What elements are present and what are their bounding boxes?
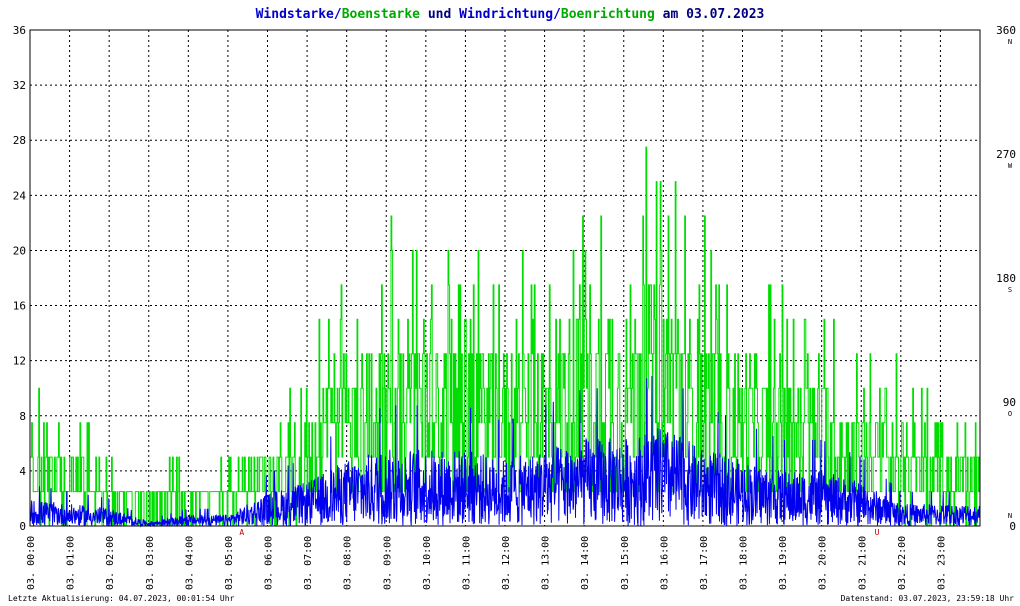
x-tick-label: 03. 01:00 xyxy=(66,536,77,590)
wind-line xyxy=(29,375,981,528)
y-tick-label: 24 xyxy=(13,189,27,202)
x-tick-label: 03. 04:00 xyxy=(184,536,195,590)
x-tick-label: 03. 21:00 xyxy=(857,536,868,590)
direction-cardinal-label: N xyxy=(1008,512,1012,520)
plot-frame xyxy=(29,29,981,527)
data-status-label: Datenstand: 03.07.2023, 23:59:18 Uhr xyxy=(841,594,1015,603)
x-tick-label: 03. 02:00 xyxy=(105,536,116,590)
y-tick-label: 12 xyxy=(13,355,26,368)
event-marker: U xyxy=(875,528,880,537)
y-tick-label: 32 xyxy=(13,79,26,92)
x-tick-label: 03. 17:00 xyxy=(699,536,710,590)
direction-cardinal-label: S xyxy=(1008,286,1012,294)
direction-cardinal-label: W xyxy=(1008,162,1013,170)
x-tick-label: 03. 05:00 xyxy=(224,536,235,590)
x-tick-label: 03. 12:00 xyxy=(501,536,512,590)
last-update-label: Letzte Aktualisierung: 04.07.2023, 00:01… xyxy=(8,594,235,603)
title-part: und xyxy=(420,7,459,22)
title-part: / xyxy=(553,7,561,22)
title-part: Windstarke xyxy=(256,7,334,22)
x-tick-label: 03. 19:00 xyxy=(778,536,789,590)
y-right-tick-label: 270 xyxy=(996,148,1016,161)
y-tick-label: 4 xyxy=(19,465,26,478)
x-tick-label: 03. 15:00 xyxy=(620,536,631,590)
x-tick-label: 03. 07:00 xyxy=(303,536,314,590)
x-tick-label: 03. 16:00 xyxy=(659,536,670,590)
x-tick-label: 03. 11:00 xyxy=(461,536,472,590)
y-tick-label: 20 xyxy=(13,244,26,257)
x-tick-label: 03. 00:00 xyxy=(26,536,37,590)
x-tick-label: 03. 09:00 xyxy=(382,536,393,590)
y-right-tick-label: 360 xyxy=(996,24,1016,37)
x-tick-label: 03. 20:00 xyxy=(818,536,829,590)
y-tick-label: 8 xyxy=(19,410,26,423)
x-tick-label: 03. 22:00 xyxy=(897,536,908,590)
x-tick-label: 03. 13:00 xyxy=(541,536,552,590)
title-part: Windrichtung xyxy=(459,7,553,22)
x-tick-label: 03. 10:00 xyxy=(422,536,433,590)
direction-cardinal-label: O xyxy=(1008,410,1012,418)
y-tick-label: 16 xyxy=(13,300,26,313)
title-part: am 03.07.2023 xyxy=(655,7,765,22)
y-right-tick-label: 90 xyxy=(1003,396,1016,409)
title-part: / xyxy=(334,7,342,22)
x-tick-label: 03. 06:00 xyxy=(264,536,275,590)
chart-title: Windstarke/Boenstarke und Windrichtung/B… xyxy=(256,7,765,22)
x-tick-label: 03. 03:00 xyxy=(145,536,156,590)
title-part: Boenstarke xyxy=(342,7,420,22)
wind-series xyxy=(29,375,981,528)
x-tick-label: 03. 08:00 xyxy=(343,536,354,590)
y-axis-left: 0 4 8 12 16 20 24 28 32 36 xyxy=(13,24,27,533)
x-tick-label: 03. 23:00 xyxy=(936,536,947,590)
y-tick-label: 36 xyxy=(13,24,26,37)
x-axis: 03. 00:00 03. 01:00 03. 02:00 03. 03:00 03. … xyxy=(26,536,947,590)
y-tick-label: 0 xyxy=(19,520,26,533)
x-tick-label: 03. 14:00 xyxy=(580,536,591,590)
direction-cardinal-label: N xyxy=(1008,38,1012,46)
x-tick-label: 03. 18:00 xyxy=(739,536,750,590)
y-tick-label: 28 xyxy=(13,134,26,147)
y-right-tick-label: 180 xyxy=(996,272,1016,285)
y-right-tick-label: 0 xyxy=(1009,520,1016,533)
event-marker: A xyxy=(239,528,244,537)
title-part: Boenrichtung xyxy=(561,7,655,22)
